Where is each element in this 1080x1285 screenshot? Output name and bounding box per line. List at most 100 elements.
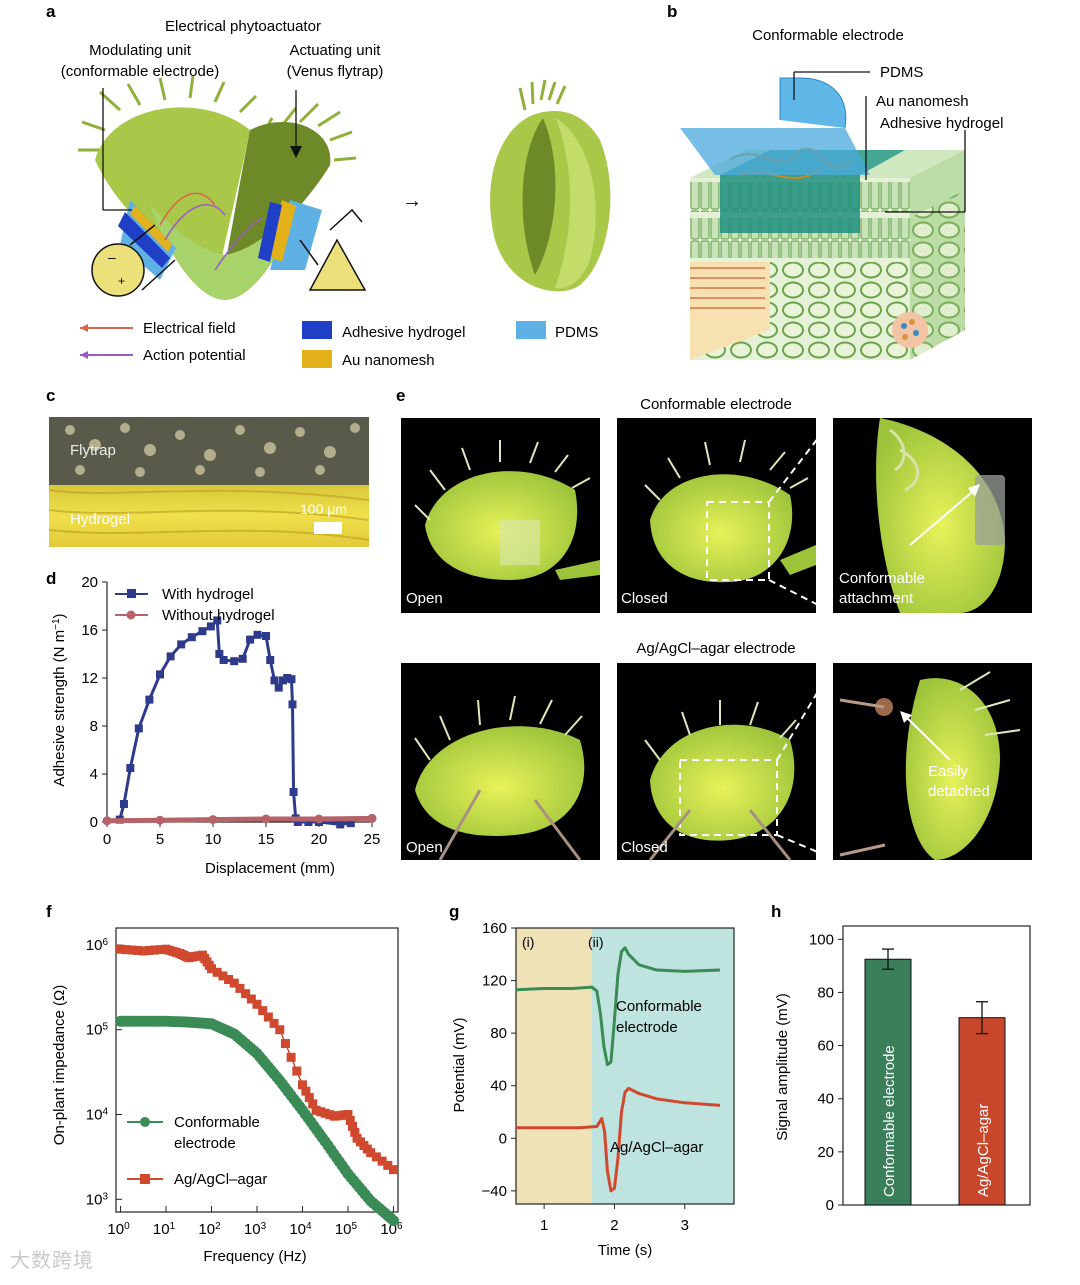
f-y-tick-label: 105 [86,1021,109,1039]
d-point-without-hydrogel [208,815,218,825]
g-label-agar: Ag/AgCl–agar [610,1139,703,1156]
f-point-agar [224,975,234,985]
f-x-tick-label: 104 [289,1221,312,1239]
hydrogel-swatch [302,321,332,339]
d-point-with-hydrogel [287,675,296,684]
d-y-tick-label: 0 [90,814,98,831]
f-point-agar [116,944,126,954]
scale-bar-label: 100 μm [300,501,347,517]
pdms-swatch [516,321,546,339]
f-point-agar [371,1152,381,1162]
d-point-with-hydrogel [246,635,255,644]
d-y-tick-label: 4 [90,766,98,783]
f-x-tick-base: 10 [335,1221,352,1238]
f-legend-conformable: Conformable [174,1114,260,1131]
f-point-agar [218,971,228,981]
closed-trap-illustration [490,79,611,292]
flytrap-illustration: – + [78,75,367,300]
modulating-unit-sub: (conformable electrode) [61,63,219,80]
potential-legend-arrow-icon [80,351,88,359]
f-point-agar [138,946,148,956]
d-point-without-hydrogel [314,814,324,824]
d-x-tick-label: 20 [311,831,328,848]
f-y-tick-base: 10 [86,1022,103,1039]
f-point-agar [127,945,137,955]
d-point-with-hydrogel [213,616,222,625]
arrow-right-icon: → [402,190,422,212]
d-point-with-hydrogel [293,818,302,826]
f-point-agar [241,989,251,999]
g-y-tick-label: 80 [490,1025,507,1042]
d-point-with-hydrogel [156,670,164,679]
f-point-agar [383,1160,393,1170]
zoom-line-top-2 [776,667,833,761]
d-point-with-hydrogel [262,632,270,640]
d-point-with-hydrogel [206,622,215,631]
f-point-agar [350,1127,360,1137]
d-point-with-hydrogel [288,700,297,709]
h-bar-conformable [864,958,912,1206]
d-xlabel: Displacement (mm) [205,860,335,877]
photo-agar-zoom: Easily detached [833,663,1032,860]
open-label: Open [406,590,443,607]
au-swatch [302,350,332,368]
f-x-tick-base: 10 [153,1221,170,1238]
closed-label: Closed [621,590,668,607]
panel-letter-b: b [667,2,677,21]
f-y-tick-base: 10 [86,937,103,954]
f-x-tick-exp: 1 [170,1221,176,1232]
f-x-tick-exp: 3 [261,1221,267,1232]
f-y-tick-exp: 6 [102,936,108,947]
f-point-agar [229,978,239,988]
photo-conformable-closed: Closed [617,418,816,613]
h-y-tick-label: 100 [809,931,834,948]
g-y-tick-label: 160 [482,920,507,937]
d-point-without-hydrogel [155,815,165,825]
f-x-tick-exp: 2 [215,1221,221,1232]
pdms-label: PDMS [880,64,923,81]
f-point-agar [366,1148,376,1158]
d-ylabel: Adhesive strength (N m−1) [51,613,69,786]
f-y-tick-base: 10 [86,1107,103,1124]
g-x-tick-label: 3 [681,1217,689,1234]
d-y-tick-label: 20 [81,574,98,591]
g-ylabel: Potential (mV) [451,1017,468,1112]
f-y-tick-base: 10 [86,1191,103,1208]
d-point-with-hydrogel [166,652,175,661]
d-point-without-hydrogel [367,813,377,823]
g-region-i-shade [516,928,592,1204]
d-legend-with-hydrogel: With hydrogel [162,586,254,603]
f-point-agar [207,964,217,974]
f-point-agar [316,1107,326,1117]
d-point-with-hydrogel [230,657,239,666]
f-legend-conformable-2: electrode [174,1135,236,1152]
h-ylabel: Signal amplitude (mV) [774,993,791,1141]
chart-d: 0 5 10 15 20 25 0 4 8 12 16 20 [81,574,380,848]
f-y-tick-label: 104 [86,1106,109,1124]
f-x-tick-label: 105 [335,1221,358,1239]
f-point-agar [133,945,143,955]
g-plot-frame [515,927,735,1205]
g-region-ii-shade [591,928,734,1204]
f-point-agar [345,1115,355,1125]
panel-letter-c: c [46,386,55,405]
d-series-without-hydrogel [106,815,373,824]
f-x-tick-exp: 4 [306,1221,312,1232]
f-point-agar [301,1086,311,1096]
zoom-line-bottom-2 [776,834,833,859]
f-x-tick-exp: 0 [124,1221,130,1232]
f-x-tick-base: 10 [289,1221,306,1238]
g-label-conformable-2: electrode [616,1019,678,1036]
f-xlabel: Frequency (Hz) [203,1248,306,1265]
conformable-attach-label-2: attachment [839,590,914,607]
f-point-agar [325,1110,335,1120]
d-point-with-hydrogel [336,820,345,829]
field-legend-arrow-icon [80,324,88,332]
photo-conformable-open: Open [401,418,600,613]
h-plot-frame [842,925,1031,1206]
f-point-agar [343,1110,353,1120]
g-y-tick-label: 0 [499,1130,507,1147]
d-point-with-hydrogel [266,656,275,664]
